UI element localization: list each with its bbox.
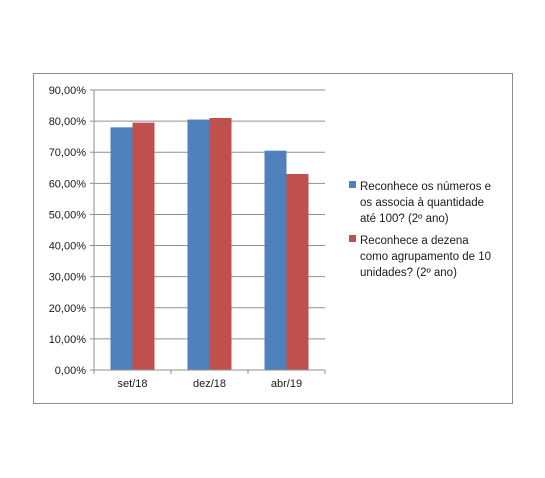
bar-chart: 0,00% 10,00% 20,00% 30,00% 40,00% 50,00% 60,00… [49, 85, 491, 390]
bar-series-1-abr-19 [264, 150, 287, 370]
legend-swatch-series-1 [349, 181, 356, 188]
x-tick-label: abr/19 [271, 378, 302, 390]
y-tick-label: 60,00% [49, 178, 87, 190]
bar-series-2-set-18 [132, 122, 155, 370]
y-axis-ticks: 0,00% 10,00% 20,00% 30,00% 40,00% 50,00% 60,00… [49, 85, 87, 377]
legend-label-line: unidades? (2º ano) [360, 267, 457, 279]
chart-frame: 0,00% 10,00% 20,00% 30,00% 40,00% 50,00% 60,00… [33, 73, 513, 404]
legend-label-line: Reconhece os números e [360, 181, 491, 193]
y-tick-label: 20,00% [49, 303, 87, 315]
y-tick-label: 50,00% [49, 209, 87, 221]
legend-label-line: Reconhece a dezena [360, 235, 469, 247]
legend-swatch-series-2 [349, 235, 356, 242]
x-axis-ticks: set/18 dez/18 abr/19 [118, 378, 303, 390]
legend-label-line: como agrupamento de 10 [360, 251, 491, 263]
y-tick-label: 40,00% [49, 241, 87, 253]
bar-series-2-dez-18 [209, 118, 232, 370]
bar-series-1-dez-18 [187, 119, 210, 370]
x-tick-label: dez/18 [193, 378, 226, 390]
bar-series-1-set-18 [110, 127, 133, 370]
bar-series-2-abr-19 [286, 174, 309, 370]
x-tick-label: set/18 [118, 378, 148, 390]
y-tick-label: 90,00% [49, 85, 87, 97]
y-tick-label: 0,00% [55, 365, 86, 377]
legend-label-line: os associa à quantidade [360, 197, 484, 209]
y-tick-label: 10,00% [49, 334, 87, 346]
y-tick-label: 30,00% [49, 272, 87, 284]
legend: Reconhece os números e os associa à quant… [349, 181, 491, 279]
legend-label-series-1: Reconhece os números e os associa à quant… [360, 181, 491, 225]
y-tick-label: 80,00% [49, 116, 87, 128]
y-tick-label: 70,00% [49, 147, 87, 159]
legend-label-line: até 100? (2º ano) [360, 213, 449, 225]
legend-label-series-2: Reconhece a dezena como agrupamento de 10… [360, 235, 491, 279]
axes [90, 89, 326, 374]
bars [110, 118, 309, 370]
